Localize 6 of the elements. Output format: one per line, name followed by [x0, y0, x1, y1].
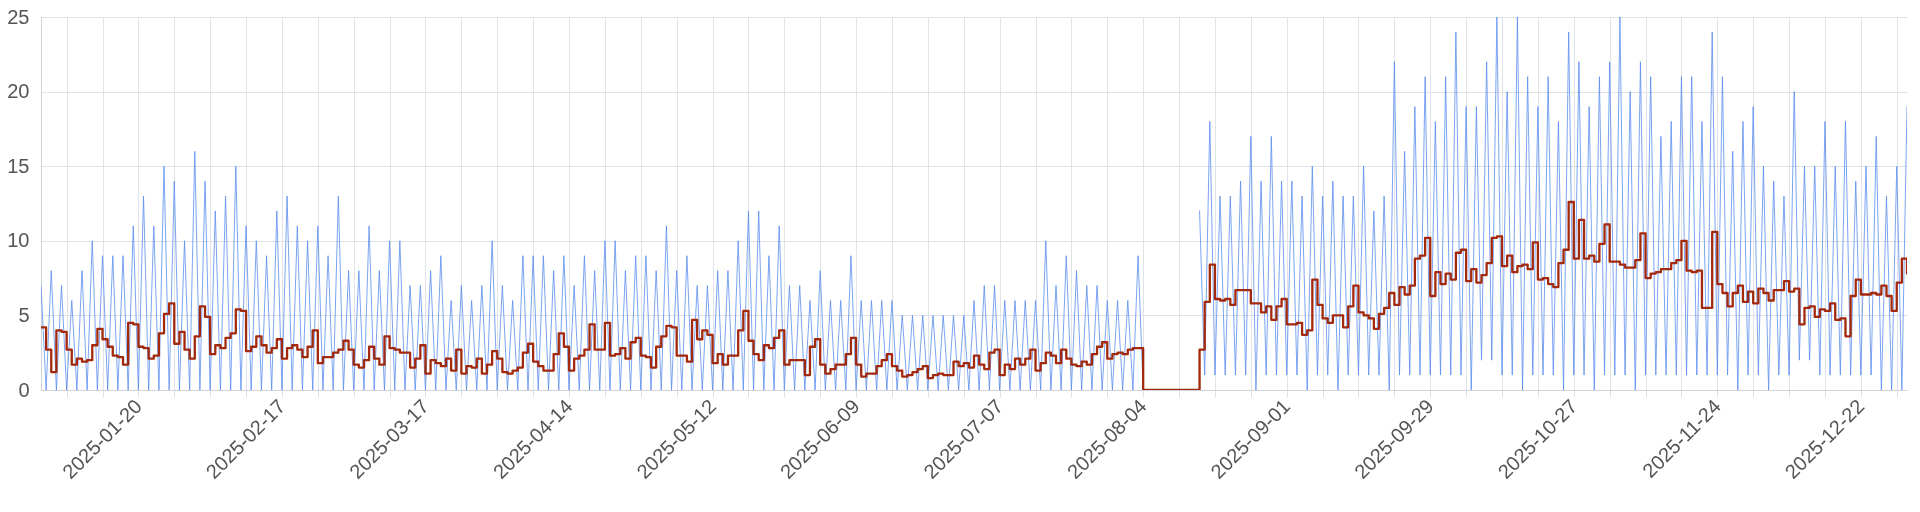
y-tick-label: 5 [18, 303, 30, 326]
y-tick-label: 15 [7, 154, 30, 177]
y-tick-label: 10 [7, 229, 30, 252]
y-tick-label: 20 [7, 80, 30, 103]
y-tick-label: 0 [18, 378, 30, 401]
y-tick-label: 25 [7, 5, 30, 28]
